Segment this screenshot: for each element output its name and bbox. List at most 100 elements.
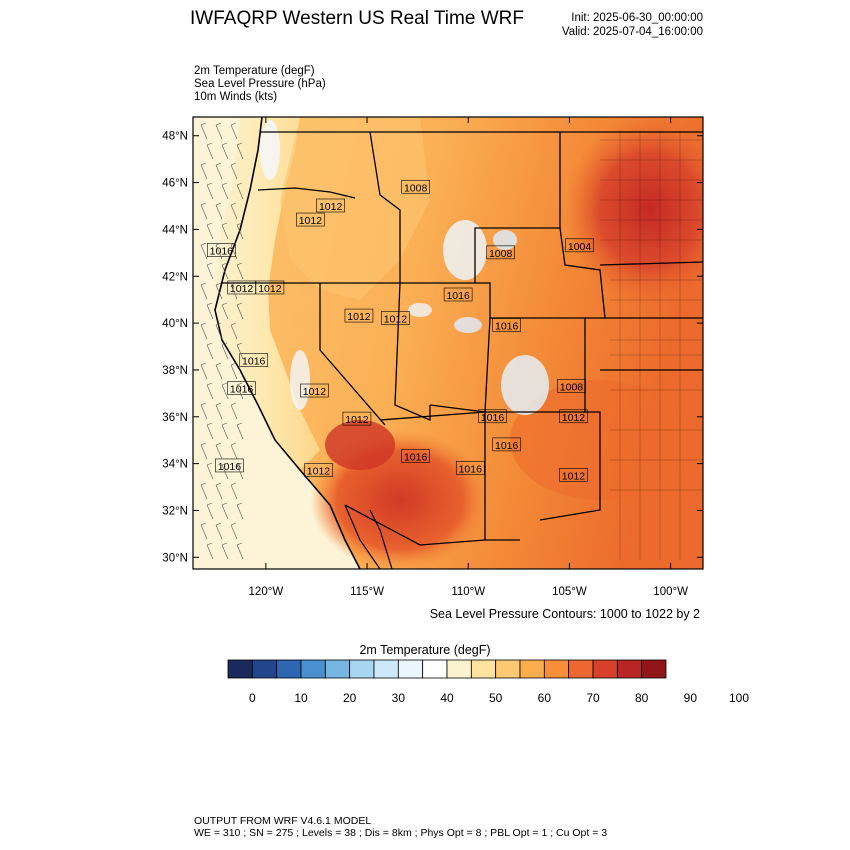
isobar-label: 1012 xyxy=(227,280,256,295)
colorbar-swatch xyxy=(373,659,399,679)
svg-text:1016: 1016 xyxy=(404,452,428,464)
lon-tick-label: 100°W xyxy=(653,586,688,598)
wind-barb xyxy=(215,202,223,220)
wind-barb xyxy=(200,282,208,300)
colorbar-swatch xyxy=(227,659,253,679)
lat-tick-label: 38°N xyxy=(162,365,188,377)
colorbar-swatch xyxy=(422,659,448,679)
wind-barb xyxy=(206,342,214,360)
colorbar-swatch xyxy=(324,659,351,679)
colorbar-label: 40 xyxy=(440,691,454,705)
colorbar-swatch xyxy=(519,659,545,679)
isobar-label: 1016 xyxy=(455,460,485,475)
svg-text:1004: 1004 xyxy=(568,241,592,253)
lat-tick-label: 36°N xyxy=(162,412,188,424)
colorbar-swatch xyxy=(470,659,497,679)
isobar-label: 1012 xyxy=(296,212,325,227)
model-config: WE = 310 ; SN = 275 ; Levels = 38 ; Dis … xyxy=(194,827,608,839)
plot-title: IWFAQRP Western US Real Time WRF xyxy=(190,8,524,29)
wind-barb xyxy=(221,462,229,480)
wind-barb xyxy=(206,382,214,400)
svg-text:1012: 1012 xyxy=(384,313,408,325)
isobar-label: 1012 xyxy=(559,468,588,482)
wind-barb xyxy=(236,382,244,400)
wind-barb xyxy=(200,242,208,260)
wind-barb xyxy=(215,242,223,260)
colorbar-label: 50 xyxy=(489,691,503,705)
colorbar-swatch xyxy=(616,659,643,679)
temperature-field xyxy=(193,117,703,569)
wind-barb xyxy=(230,282,238,300)
lat-tick-label: 48°N xyxy=(162,131,188,143)
colorbar-label: 20 xyxy=(343,691,357,705)
wind-barb xyxy=(206,302,214,320)
wind-barb xyxy=(215,162,223,180)
isobar-label: 1016 xyxy=(239,353,269,368)
wind-barb xyxy=(200,162,208,180)
coastline xyxy=(214,117,361,569)
svg-text:1012: 1012 xyxy=(303,386,327,398)
colorbar-label: 100 xyxy=(729,691,749,705)
isobar-labels: 1016 1012 1012 1012 1012 1008 1012 1012 1016 1008… xyxy=(207,179,594,482)
svg-text:1016: 1016 xyxy=(210,245,234,257)
isobar-label: 1016 xyxy=(215,458,244,473)
weather-map: 1016 1012 1012 1012 1012 1008 1012 1012 1016 1008… xyxy=(162,116,704,598)
isobar-label: 1008 xyxy=(486,245,515,260)
wind-barb xyxy=(221,542,229,560)
lat-tick-label: 42°N xyxy=(162,271,188,283)
isobar-label: 1012 xyxy=(559,409,588,424)
wind-barb xyxy=(221,142,229,160)
wind-barb xyxy=(236,342,244,360)
isobar-label: 1016 xyxy=(492,437,521,452)
wind-barb xyxy=(236,302,244,320)
longitude-axis: 120°W 115°W 110°W 105°W 100°W xyxy=(249,117,688,598)
wind-barb xyxy=(206,262,214,280)
colorbar: 0 10 20 30 40 50 60 70 80 90 100 xyxy=(227,659,749,705)
wind-barb xyxy=(215,442,223,460)
svg-text:1008: 1008 xyxy=(489,248,513,260)
wind-barb xyxy=(206,142,214,160)
svg-text:1012: 1012 xyxy=(258,283,282,295)
colorbar-label: 90 xyxy=(684,691,698,705)
colorbar-label: 30 xyxy=(392,691,406,705)
field-pressure: Sea Level Pressure (hPa) xyxy=(194,78,326,90)
lon-tick-label: 105°W xyxy=(552,586,587,598)
svg-text:1012: 1012 xyxy=(562,470,586,482)
lat-tick-label: 32°N xyxy=(162,505,188,517)
colorbar-label: 70 xyxy=(586,691,600,705)
latitude-axis: 48°N 46°N 44°N 42°N 40°N 38°N 36°N 34°N 32°N 30°N xyxy=(162,131,703,564)
wind-barbs xyxy=(200,122,244,560)
wind-barb xyxy=(200,322,208,340)
wind-barb xyxy=(215,522,223,540)
lon-tick-label: 110°W xyxy=(451,586,485,598)
wind-barb xyxy=(200,202,208,220)
svg-text:1012: 1012 xyxy=(319,201,343,213)
svg-text:1012: 1012 xyxy=(307,466,331,478)
isobar-label: 1008 xyxy=(557,379,586,393)
isobar-label: 1016 xyxy=(227,381,256,396)
svg-text:1016: 1016 xyxy=(495,320,519,332)
colorbar-swatch xyxy=(543,659,570,679)
contour-note: Sea Level Pressure Contours: 1000 to 102… xyxy=(429,607,700,621)
isobar-label: 1016 xyxy=(492,318,521,332)
lat-tick-label: 30°N xyxy=(162,552,188,564)
wind-barb xyxy=(215,282,223,300)
colorbar-swatch xyxy=(251,659,278,679)
isobar-label: 1016 xyxy=(443,287,473,302)
lon-tick-label: 120°W xyxy=(249,586,284,598)
isobar-label: 1012 xyxy=(342,411,372,426)
wind-barb xyxy=(236,222,244,240)
wind-barb xyxy=(221,342,229,360)
colorbar-swatch xyxy=(641,659,667,679)
state-borders xyxy=(222,131,703,546)
colorbar-swatch xyxy=(446,659,472,679)
isobar-label: 1012 xyxy=(255,280,285,295)
svg-text:1008: 1008 xyxy=(404,182,428,194)
svg-text:1016: 1016 xyxy=(446,290,470,302)
wind-barb xyxy=(221,502,229,520)
wind-barb xyxy=(221,182,229,200)
wind-barb xyxy=(221,382,229,400)
isobar-label: 1012 xyxy=(316,198,345,213)
svg-text:1016: 1016 xyxy=(459,463,483,475)
svg-text:1012: 1012 xyxy=(562,412,586,424)
